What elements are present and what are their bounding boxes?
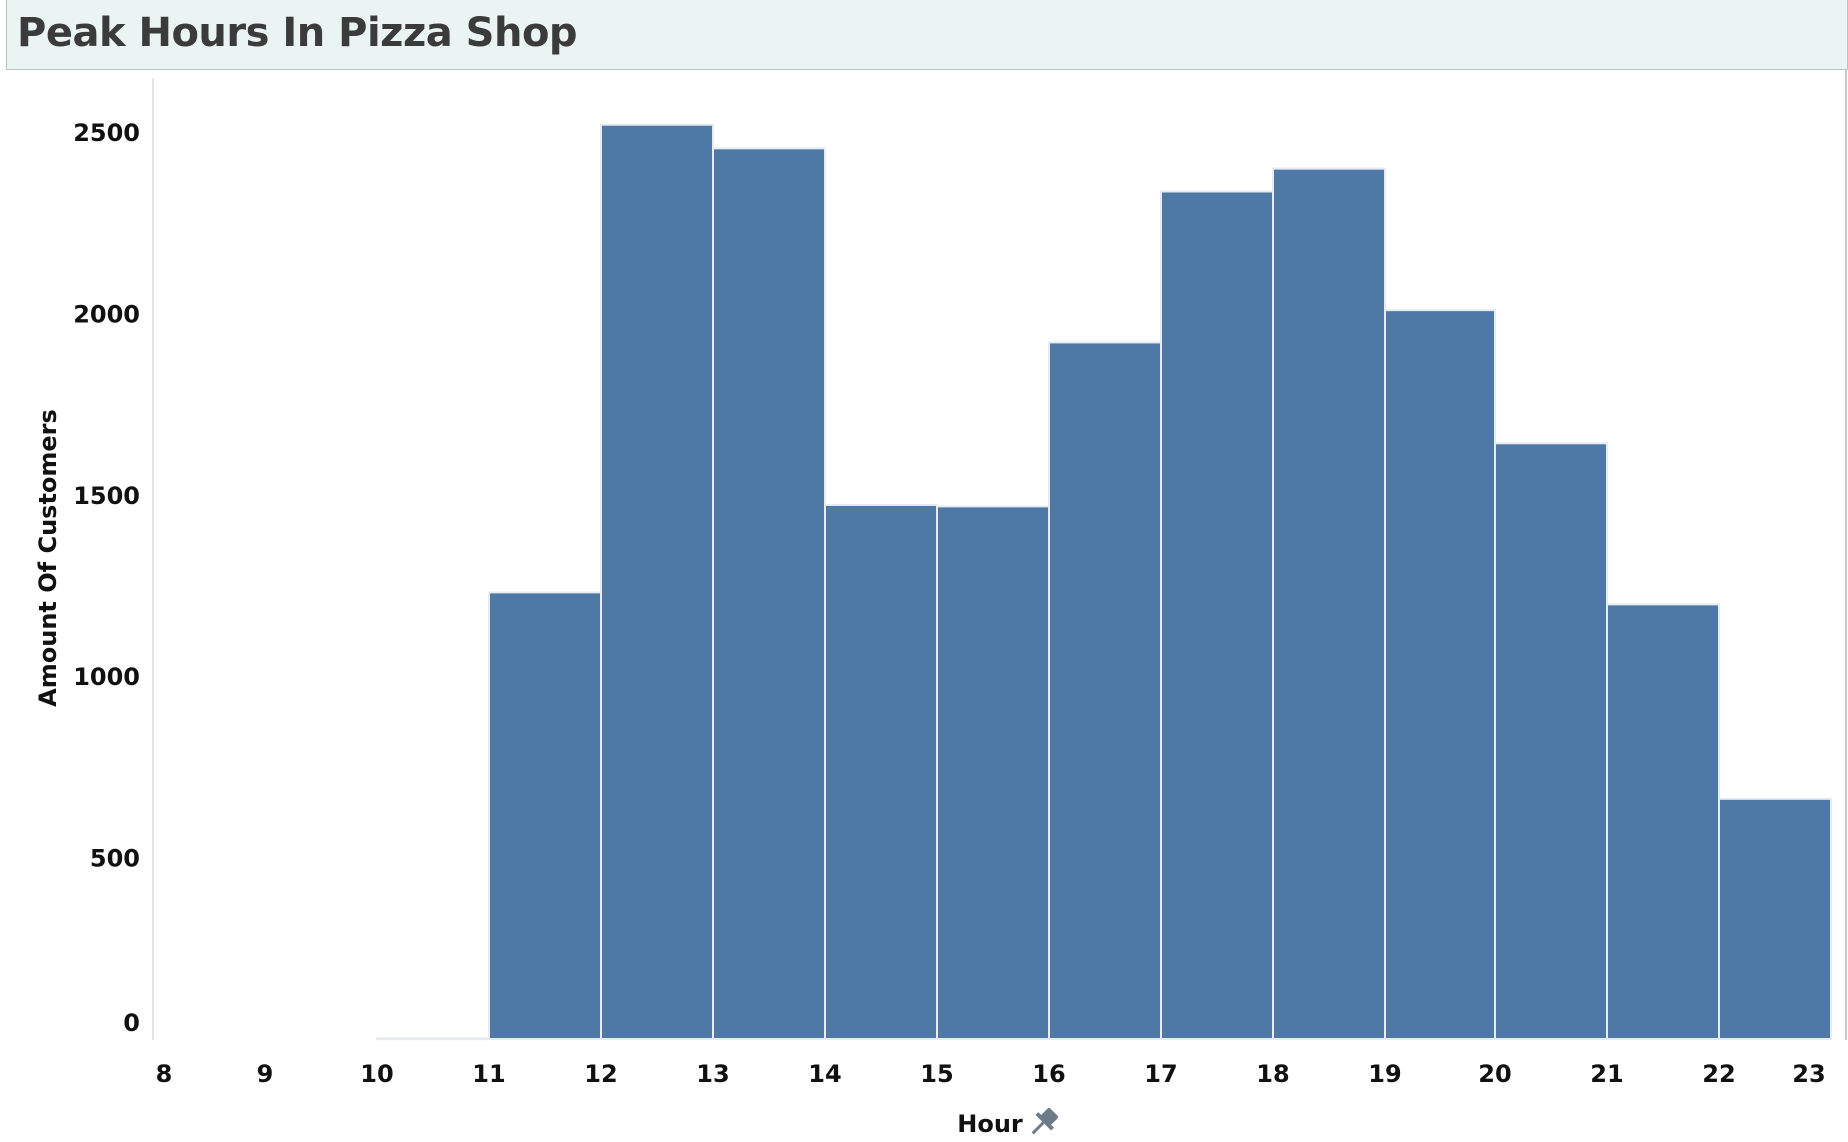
x-axis-title[interactable]: Hour — [957, 1110, 1023, 1138]
x-tick-label: 10 — [360, 1060, 393, 1088]
x-tick-label: 19 — [1368, 1060, 1401, 1088]
page-title: Peak Hours In Pizza Shop — [17, 10, 578, 56]
x-tick-label: 9 — [257, 1060, 274, 1088]
histogram-bar[interactable] — [1048, 341, 1162, 1040]
x-tick-label: 15 — [920, 1060, 953, 1088]
y-tick-labels: 0 500 1000 1500 2000 2500 — [73, 119, 140, 1037]
histogram-bar[interactable] — [936, 505, 1050, 1040]
histogram-bar[interactable] — [824, 503, 938, 1041]
histogram-bar[interactable] — [1272, 167, 1386, 1040]
x-tick-label: 17 — [1144, 1060, 1177, 1088]
y-tick-label: 1000 — [73, 663, 140, 691]
histogram-bar[interactable] — [376, 1037, 490, 1041]
histogram-bar[interactable] — [1494, 442, 1608, 1040]
y-tick-label: 0 — [123, 1009, 140, 1037]
x-tick-label: 21 — [1590, 1060, 1623, 1088]
x-tick-label: 22 — [1702, 1060, 1735, 1088]
histogram-bar[interactable] — [488, 591, 602, 1040]
histogram-bar[interactable] — [1384, 309, 1496, 1040]
title-bar: Peak Hours In Pizza Shop — [6, 0, 1848, 70]
x-tick-label: 23 — [1792, 1060, 1825, 1088]
x-tick-label: 14 — [808, 1060, 841, 1088]
x-tick-label: 18 — [1256, 1060, 1289, 1088]
y-tick-label: 500 — [90, 845, 140, 873]
histogram-bar[interactable] — [1160, 190, 1274, 1040]
pin-icon[interactable] — [1025, 1104, 1062, 1141]
y-axis-title: Amount Of Customers — [34, 409, 62, 707]
bars-group — [376, 123, 1832, 1041]
y-tick-label: 2500 — [73, 119, 140, 147]
x-tick-label: 11 — [472, 1060, 505, 1088]
x-tick-labels: 8 9 10 11 12 13 14 15 16 17 18 19 20 21 22 23 — [156, 1060, 1826, 1088]
histogram-bar[interactable] — [1718, 797, 1832, 1041]
x-tick-label: 13 — [696, 1060, 729, 1088]
x-tick-label: 12 — [584, 1060, 617, 1088]
x-tick-label: 16 — [1032, 1060, 1065, 1088]
histogram-bar[interactable] — [600, 123, 714, 1040]
y-tick-label: 2000 — [73, 300, 140, 328]
x-tick-label: 20 — [1478, 1060, 1511, 1088]
y-tick-label: 1500 — [73, 482, 140, 510]
x-tick-label: 8 — [156, 1060, 173, 1088]
histogram-bar[interactable] — [1606, 603, 1720, 1040]
histogram-bar[interactable] — [712, 147, 826, 1041]
